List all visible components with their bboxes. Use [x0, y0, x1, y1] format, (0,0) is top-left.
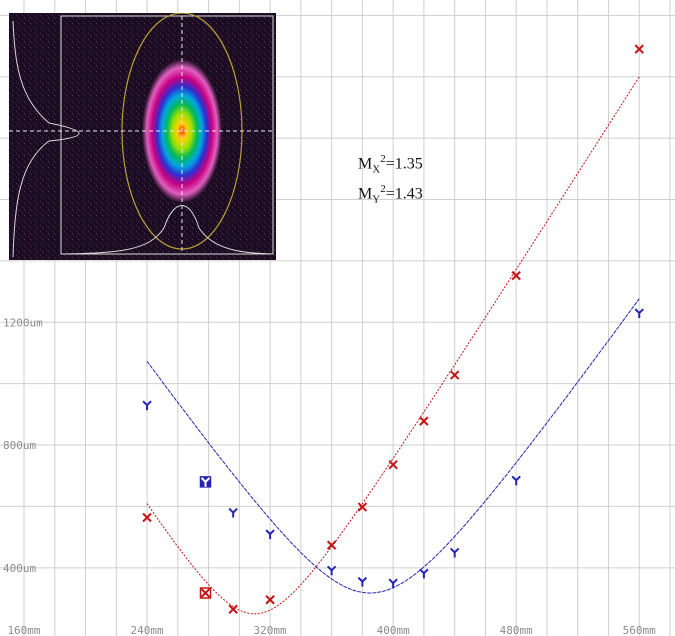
y-marker-stroke — [423, 568, 429, 575]
data-point-x — [265, 595, 275, 605]
y-marker-stroke — [269, 529, 275, 535]
data-point-y — [357, 576, 368, 587]
data-point-x — [200, 588, 211, 598]
x-marker-stroke — [419, 416, 429, 426]
beam-profile-image — [9, 13, 276, 260]
x-marker-stroke — [142, 512, 152, 523]
x-marker-stroke — [228, 604, 238, 614]
x-marker-stroke — [200, 588, 211, 598]
y-marker-stroke — [453, 547, 460, 554]
data-point-y — [419, 568, 429, 579]
x-tick-label: 320mm — [254, 624, 287, 636]
y-marker-stroke — [638, 308, 644, 314]
y-marker-stroke — [419, 568, 425, 575]
y-marker-stroke — [361, 576, 368, 583]
data-point-y — [511, 475, 521, 486]
y-marker-stroke — [357, 576, 364, 583]
data-point-x — [142, 512, 152, 523]
data-point-y — [142, 400, 152, 411]
y-marker-stroke — [200, 477, 207, 483]
data-point-y — [265, 529, 275, 540]
x-tick-label: 480mm — [500, 624, 533, 636]
tick-labels: 160mm 240mm 320mm 400mm 480mm 560mm 400um 800um… — [3, 316, 656, 636]
data-point-x — [449, 370, 460, 380]
data-point-y — [200, 477, 211, 487]
m-squared-annotation: MX2=1.35 MY2=1.43 — [358, 150, 423, 209]
data-point-y — [634, 308, 644, 319]
data-markers — [142, 44, 644, 614]
x-tick-label: 160mm — [7, 624, 40, 636]
x-marker-stroke — [388, 459, 398, 470]
data-point-x — [511, 270, 521, 281]
x-tick-label: 240mm — [130, 624, 163, 636]
y-marker-stroke — [634, 308, 640, 314]
x-tick-label: 560mm — [623, 624, 656, 636]
data-point-y — [228, 507, 238, 518]
x-marker-stroke — [357, 502, 368, 512]
y-marker-stroke — [204, 477, 211, 483]
y-marker-stroke — [142, 400, 148, 406]
x-marker-stroke — [449, 370, 460, 380]
y-marker-stroke — [511, 475, 517, 482]
y-marker-stroke — [265, 529, 271, 535]
x-marker-stroke — [265, 595, 275, 605]
y-marker-stroke — [330, 565, 337, 571]
x-marker-stroke — [634, 44, 644, 54]
my-squared-label: MY2=1.43 — [358, 182, 423, 206]
data-point-x — [228, 604, 238, 614]
x-marker-stroke — [326, 540, 337, 550]
y-marker-stroke — [392, 578, 398, 584]
y-tick-label: 1200um — [3, 316, 43, 329]
y-marker-stroke — [146, 400, 152, 406]
data-point-y — [388, 578, 398, 589]
data-point-x — [326, 540, 337, 550]
y-tick-label: 400um — [3, 562, 36, 575]
y-tick-label: 800um — [3, 439, 36, 452]
data-point-x — [388, 459, 398, 470]
y-marker-stroke — [326, 565, 333, 571]
data-point-x — [634, 44, 644, 54]
mx-squared-label: MX2=1.35 — [358, 153, 423, 176]
fit-curve-x — [146, 76, 640, 615]
data-point-x — [419, 416, 429, 426]
y-marker-stroke — [232, 507, 238, 514]
profile-x-curve — [60, 205, 274, 255]
data-point-y — [449, 547, 460, 558]
y-marker-stroke — [515, 475, 521, 482]
data-point-x — [357, 502, 368, 512]
measurement-box — [60, 15, 274, 255]
beam-profile-inset — [9, 13, 276, 260]
profile-y-curve — [12, 20, 80, 258]
y-marker-stroke — [449, 547, 456, 554]
x-marker-stroke — [511, 270, 521, 281]
y-marker-stroke — [388, 578, 394, 584]
data-point-y — [326, 565, 337, 576]
x-tick-label: 400mm — [377, 624, 410, 636]
